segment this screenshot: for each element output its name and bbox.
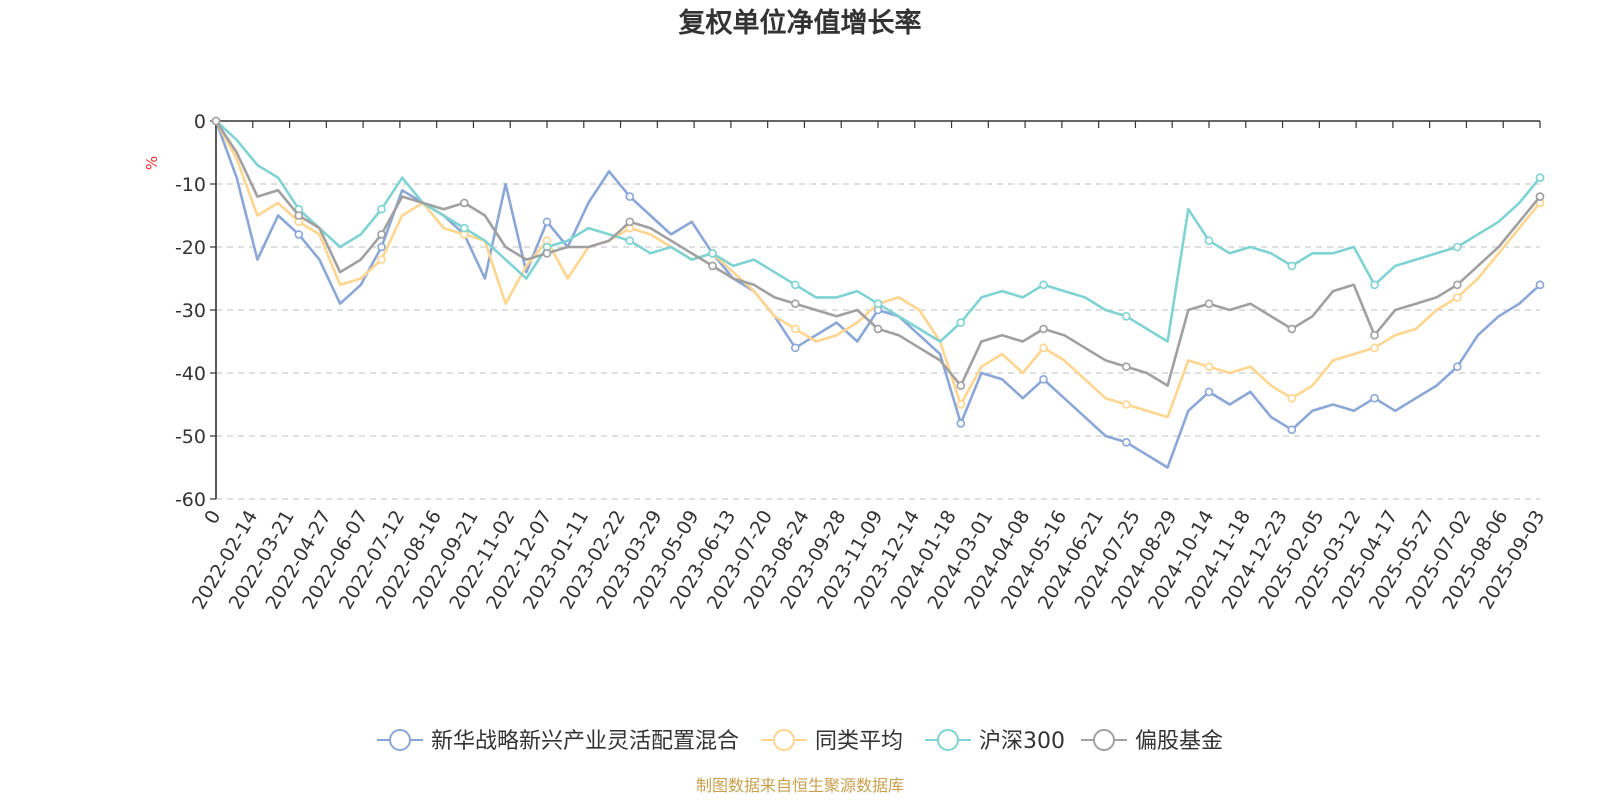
- legend-marker-icon: [389, 729, 411, 751]
- series-point: [790, 280, 800, 290]
- series-point: [1453, 242, 1462, 252]
- y-tick-label: 0: [194, 111, 206, 133]
- series-point: [1039, 324, 1048, 334]
- y-tick-label: -10: [175, 174, 206, 196]
- series-point: [1204, 362, 1214, 372]
- series-point: [459, 198, 469, 208]
- series-point: [625, 192, 635, 201]
- legend-item[interactable]: 偏股基金: [1081, 729, 1223, 754]
- series-point: [542, 217, 552, 227]
- y-tick-label: -50: [175, 426, 206, 448]
- series-point: [790, 324, 800, 334]
- series-point: [1204, 236, 1214, 245]
- series-point: [1122, 362, 1131, 372]
- series-point: [956, 318, 966, 327]
- series-point: [1370, 280, 1379, 290]
- series-point: [1535, 192, 1545, 201]
- series-point: [1370, 393, 1379, 403]
- series-point: [956, 419, 966, 428]
- series-point: [1370, 330, 1379, 340]
- series-line: [214, 120, 1542, 387]
- legend-label: 沪深300: [979, 729, 1065, 754]
- series-point: [625, 217, 635, 227]
- series-point: [1453, 362, 1462, 372]
- legend-label: 同类平均: [815, 729, 903, 754]
- series-point: [625, 236, 635, 245]
- series-point: [294, 230, 304, 239]
- legend-label: 新华战略新兴产业灵活配置混合: [431, 729, 739, 754]
- series-point: [1287, 393, 1297, 403]
- series-point: [873, 299, 883, 309]
- series-point: [873, 324, 883, 334]
- series-point: [1204, 299, 1214, 309]
- legend-item[interactable]: 沪深300: [925, 729, 1065, 754]
- y-tick-label: -60: [175, 489, 206, 511]
- series-point: [956, 400, 966, 409]
- series-point: [1039, 374, 1048, 384]
- source-watermark: 制图数据来自恒生聚源数据库: [696, 776, 904, 795]
- series-point: [1122, 311, 1131, 321]
- axes: 0-10-20-30-40-50-6002022-02-142022-03-21…: [175, 111, 1549, 613]
- series-point: [1370, 343, 1379, 353]
- y-tick-label: -20: [175, 237, 206, 259]
- series-point: [1535, 173, 1545, 182]
- series-lines: [211, 116, 1545, 469]
- legend-marker-icon: [773, 729, 795, 751]
- series-point: [377, 230, 386, 239]
- series-point: [1122, 400, 1131, 409]
- y-axis-unit-label: %: [143, 156, 161, 170]
- legend[interactable]: 新华战略新兴产业灵活配置混合 同类平均 沪深300 偏股基金: [377, 729, 1223, 754]
- x-tick-label: 0: [200, 507, 225, 528]
- y-tick-label: -40: [175, 363, 206, 385]
- series-point: [790, 343, 800, 353]
- series-point: [211, 116, 221, 126]
- series-point: [1287, 324, 1297, 334]
- series-point: [294, 211, 304, 220]
- series-point: [1287, 261, 1297, 271]
- series-point: [1122, 437, 1131, 447]
- legend-marker-icon: [1093, 729, 1115, 751]
- series-point: [459, 223, 469, 233]
- series-point: [1453, 280, 1462, 290]
- legend-item[interactable]: 同类平均: [761, 729, 903, 754]
- series-point: [542, 249, 552, 258]
- y-tick-label: -30: [175, 300, 206, 322]
- chart-title: 复权单位净值增长率: [679, 7, 922, 39]
- legend-label: 偏股基金: [1135, 729, 1223, 754]
- legend-marker-icon: [937, 729, 959, 751]
- series-point: [708, 261, 717, 271]
- gridlines: [216, 183, 1540, 500]
- series-point: [1039, 343, 1048, 353]
- series-point: [377, 255, 386, 264]
- series-point: [956, 381, 966, 390]
- series-point: [1535, 280, 1545, 290]
- series-point: [790, 299, 800, 309]
- legend-item[interactable]: 新华战略新兴产业灵活配置混合: [377, 729, 739, 754]
- series-point: [1204, 387, 1214, 397]
- series-point: [377, 204, 386, 214]
- series-point: [377, 242, 386, 252]
- series-line: [214, 120, 1541, 469]
- series-point: [1287, 425, 1297, 435]
- series-point: [1453, 293, 1462, 302]
- series-point: [1039, 280, 1048, 290]
- series-point: [708, 249, 717, 258]
